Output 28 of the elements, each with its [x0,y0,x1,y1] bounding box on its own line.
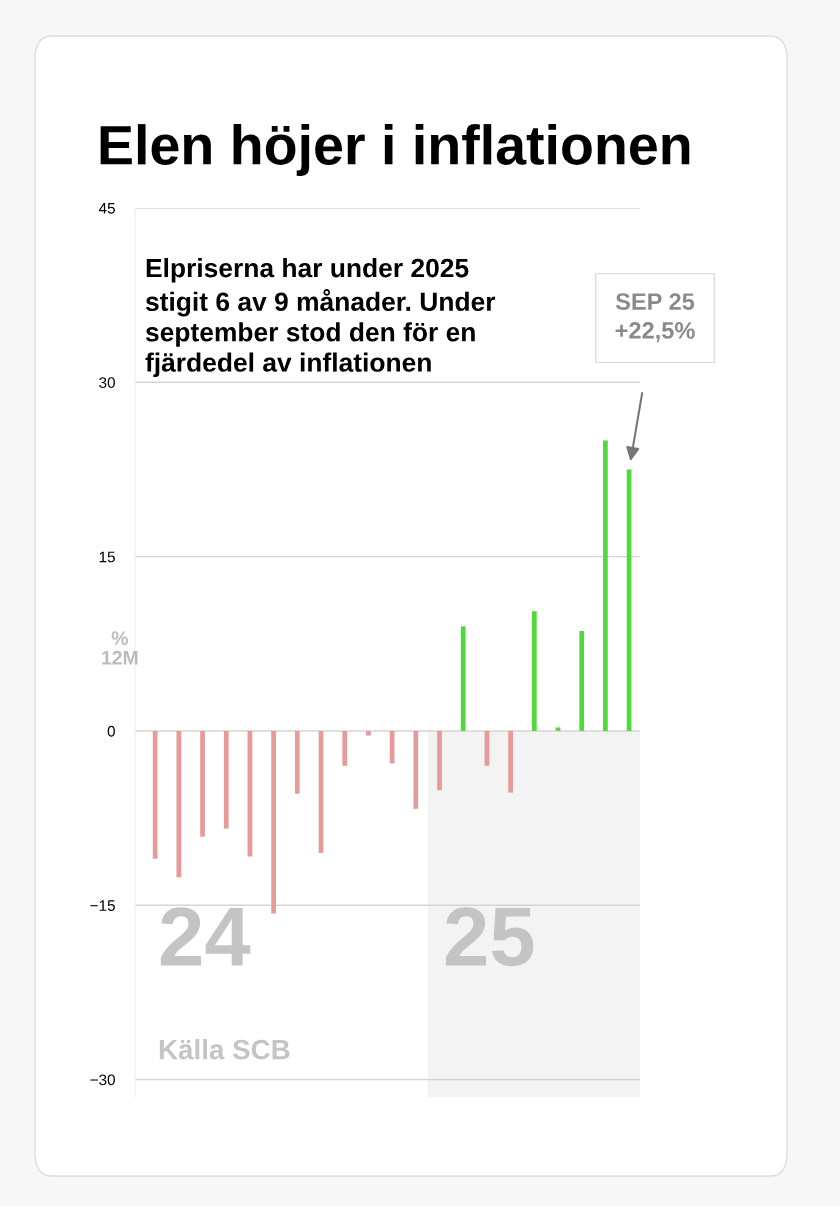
bar [437,730,442,791]
y-axis-title: % 12M [102,631,138,665]
bar [460,626,466,731]
bar [555,727,561,731]
y-tick-label: 15 [99,551,115,563]
bar [271,730,276,914]
y-tick-label: −30 [90,1074,115,1086]
bar [603,440,608,731]
y-tick-label: 0 [107,725,115,737]
bar [579,631,585,731]
bar [508,730,513,793]
bar [223,730,229,829]
bar [152,730,158,859]
text: Elpriserna har under 2025 stigit 6 av 9 månader. Under september stod den för en fjärdedel av inflationen [145,258,496,378]
annotation: SEP 25 +22,5% [615,293,695,343]
bar [366,730,371,736]
y-tick-label: 45 [98,203,115,214]
bar [294,730,300,794]
bar [176,730,182,878]
annotation: 24 [160,907,251,966]
bar [200,730,205,837]
bar [342,730,348,766]
chart-title: Elen höjer i inflationen [100,124,690,176]
bar [531,611,537,731]
y-tick-label: 30 [99,377,115,388]
bar [413,730,419,809]
y-tick-label: −15 [90,900,115,911]
annotation: Källa SCB [159,1039,290,1060]
